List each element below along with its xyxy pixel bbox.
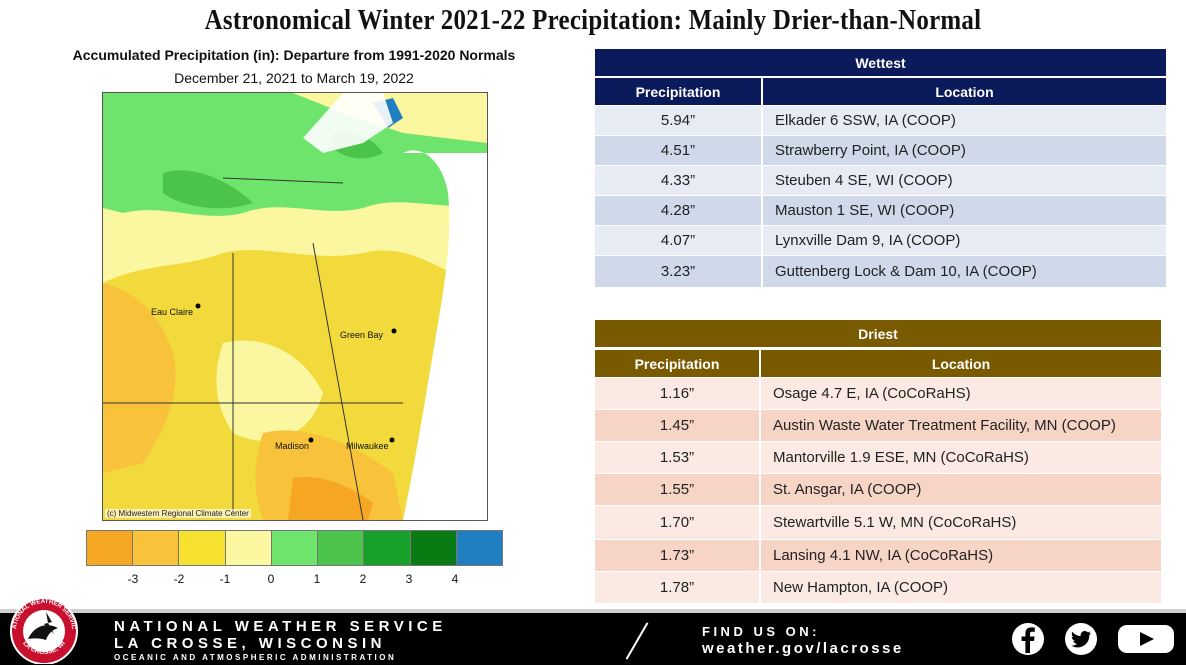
legend-swatch	[318, 531, 365, 565]
footer-org-name: NATIONAL WEATHER SERVICE	[114, 618, 447, 635]
precip-value: 3.23”	[595, 255, 761, 287]
city-label-green-bay: Green Bay	[340, 330, 384, 340]
facebook-icon[interactable]	[1006, 621, 1050, 657]
precip-value: 1.53”	[595, 441, 759, 473]
table-row: 5.94” Elkader 6 SSW, IA (COOP)	[595, 105, 1166, 135]
wettest-title: Wettest	[595, 49, 1166, 76]
location-value: New Hampton, IA (COOP)	[759, 571, 1161, 603]
precip-value: 4.07”	[595, 225, 761, 255]
map-date-range: December 21, 2021 to March 19, 2022	[174, 70, 414, 86]
location-value: Steuben 4 SE, WI (COOP)	[761, 165, 1166, 195]
wettest-col-location: Location	[761, 76, 1166, 105]
legend-tick: -3	[127, 572, 139, 586]
precip-value: 1.45”	[595, 409, 759, 441]
legend-swatch	[364, 531, 411, 565]
legend-tick: 0	[267, 572, 275, 586]
precip-value: 1.16”	[595, 377, 759, 409]
legend-swatch	[225, 531, 272, 565]
location-value: Mauston 1 SE, WI (COOP)	[761, 195, 1166, 225]
legend-tick: 1	[313, 572, 321, 586]
location-value: Stewartville 5.1 W, MN (CoCoRaHS)	[759, 505, 1161, 539]
city-label-milwaukee: Milwaukee	[346, 441, 389, 451]
precip-value: 1.78”	[595, 571, 759, 603]
legend-tick: 2	[359, 572, 367, 586]
city-label-madison: Madison	[275, 441, 310, 451]
precip-value: 1.55”	[595, 473, 759, 505]
location-value: Strawberry Point, IA (COOP)	[761, 135, 1166, 165]
precip-value: 4.33”	[595, 165, 761, 195]
location-value: Austin Waste Water Treatment Facility, M…	[759, 409, 1161, 441]
precip-value: 1.70”	[595, 505, 759, 539]
footer-divider	[0, 609, 1186, 613]
table-row: 3.23” Guttenberg Lock & Dam 10, IA (COOP)	[595, 255, 1166, 287]
footer-agency: OCEANIC AND ATMOSPHERIC ADMINISTRATION	[114, 653, 397, 662]
map-credit: (c) Midwestern Regional Climate Center	[105, 509, 251, 518]
legend-swatch	[410, 531, 457, 565]
location-value: Mantorville 1.9 ESE, MN (CoCoRaHS)	[759, 441, 1161, 473]
wettest-col-precipitation: Precipitation	[595, 76, 761, 105]
table-row: 4.28” Mauston 1 SE, WI (COOP)	[595, 195, 1166, 225]
find-us-label: FIND US ON:	[702, 624, 820, 639]
precip-value: 5.94”	[595, 105, 761, 135]
legend-swatch	[133, 531, 180, 565]
driest-col-precipitation: Precipitation	[595, 347, 759, 377]
location-value: Elkader 6 SSW, IA (COOP)	[761, 105, 1166, 135]
city-label-eau-claire: Eau Claire	[151, 307, 194, 317]
footer-office: LA CROSSE, WISCONSIN	[114, 635, 386, 652]
legend-tick: 4	[451, 572, 459, 586]
driest-col-location: Location	[759, 347, 1161, 377]
location-value: Lansing 4.1 NW, IA (CoCoRaHS)	[759, 539, 1161, 571]
table-row: 1.70” Stewartville 5.1 W, MN (CoCoRaHS)	[595, 505, 1161, 539]
legend-tick: -1	[219, 572, 231, 586]
precip-value: 4.51”	[595, 135, 761, 165]
legend-tick: -2	[173, 572, 185, 586]
table-row: 4.33” Steuben 4 SE, WI (COOP)	[595, 165, 1166, 195]
location-value: St. Ansgar, IA (COOP)	[759, 473, 1161, 505]
precip-value: 4.28”	[595, 195, 761, 225]
wettest-table: Wettest Precipitation Location 5.94” Elka…	[595, 49, 1166, 287]
legend-swatch	[456, 531, 502, 565]
twitter-icon[interactable]	[1059, 621, 1103, 657]
legend-tick: 3	[405, 572, 413, 586]
color-legend	[86, 530, 503, 566]
nws-logo: NATIONAL WEATHER SERVICE LA CROSSE, WI	[6, 594, 78, 664]
table-row: 4.51” Strawberry Point, IA (COOP)	[595, 135, 1166, 165]
legend-swatch	[179, 531, 226, 565]
location-value: Guttenberg Lock & Dam 10, IA (COOP)	[761, 255, 1166, 287]
table-row: 1.16” Osage 4.7 E, IA (CoCoRaHS)	[595, 377, 1161, 409]
map-image	[103, 93, 487, 520]
table-row: 1.55” St. Ansgar, IA (COOP)	[595, 473, 1161, 505]
table-row: 4.07” Lynxville Dam 9, IA (COOP)	[595, 225, 1166, 255]
website-link[interactable]: weather.gov/lacrosse	[702, 640, 904, 657]
map-title: Accumulated Precipitation (in): Departur…	[72, 47, 516, 63]
table-row: 1.73” Lansing 4.1 NW, IA (CoCoRaHS)	[595, 539, 1161, 571]
location-value: Lynxville Dam 9, IA (COOP)	[761, 225, 1166, 255]
location-value: Osage 4.7 E, IA (CoCoRaHS)	[759, 377, 1161, 409]
youtube-icon[interactable]	[1116, 621, 1176, 657]
legend-swatch	[87, 531, 134, 565]
table-row: 1.78” New Hampton, IA (COOP)	[595, 571, 1161, 603]
table-row: 1.53” Mantorville 1.9 ESE, MN (CoCoRaHS)	[595, 441, 1161, 473]
driest-table: Driest Precipitation Location 1.16” Osage…	[595, 320, 1161, 603]
footer-bar	[0, 613, 1186, 665]
slide-title: Astronomical Winter 2021-22 Precipitatio…	[204, 4, 982, 36]
precip-value: 1.73”	[595, 539, 759, 571]
driest-title: Driest	[595, 320, 1161, 347]
legend-swatch	[271, 531, 319, 565]
precipitation-departure-map: Eau Claire Green Bay Madison Milwaukee (…	[102, 92, 488, 521]
table-row: 1.45” Austin Waste Water Treatment Facili…	[595, 409, 1161, 441]
